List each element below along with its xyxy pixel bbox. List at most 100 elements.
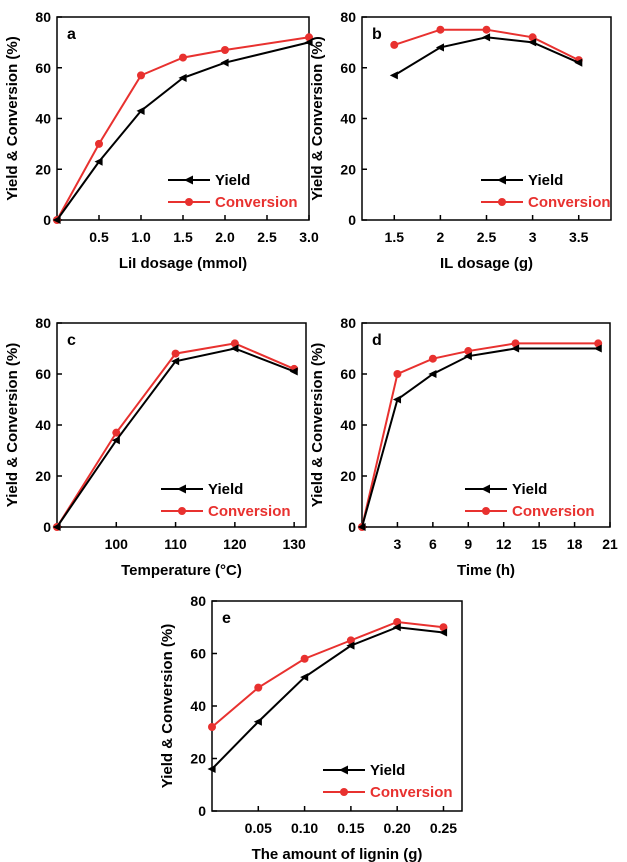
x-tick-label: 110 <box>164 536 187 552</box>
legend-marker-conversion <box>482 507 490 515</box>
legend-marker-yield <box>497 175 506 185</box>
data-point-yield <box>357 522 366 532</box>
x-tick-label: 1.0 <box>131 229 151 245</box>
data-point-conversion <box>95 139 103 148</box>
legend-marker-yield <box>481 484 490 494</box>
y-tick-label: 20 <box>35 468 51 484</box>
plot-frame <box>56 322 307 528</box>
x-tick-label: 120 <box>223 536 247 552</box>
data-point-yield <box>346 641 355 650</box>
data-point-yield <box>389 71 398 80</box>
y-tick-label: 20 <box>190 751 206 767</box>
x-tick-label: 0.25 <box>430 820 457 836</box>
series-line-conversion <box>361 342 599 528</box>
x-axis-title: LiI dosage (mmol) <box>119 255 247 272</box>
legend-marker-conversion <box>340 788 348 796</box>
legend-label-yield: Yield <box>528 172 563 189</box>
x-tick-label: 0.05 <box>245 820 272 836</box>
data-point-yield <box>220 58 229 67</box>
data-point-yield <box>463 352 472 361</box>
y-tick-label: 20 <box>340 161 356 177</box>
series-line-conversion <box>393 28 580 62</box>
legend-marker-yield <box>177 484 186 494</box>
legend-label-conversion: Conversion <box>370 784 453 801</box>
y-tick-label: 0 <box>43 212 51 228</box>
y-tick-label: 0 <box>348 212 356 228</box>
data-point-yield <box>52 215 61 225</box>
data-point-yield <box>178 73 187 82</box>
data-point-conversion <box>300 654 309 663</box>
data-point-yield <box>482 33 491 42</box>
x-tick-label: 18 <box>567 536 583 552</box>
data-point-yield <box>52 522 61 532</box>
data-point-conversion <box>137 71 145 80</box>
plot-frame <box>211 600 463 812</box>
x-tick-label: 3 <box>529 229 537 245</box>
y-tick-label: 80 <box>35 9 51 25</box>
data-point-conversion <box>221 45 229 54</box>
legend-label-conversion: Conversion <box>215 194 298 211</box>
panel-label: e <box>222 610 231 627</box>
x-tick-label: 130 <box>282 536 306 552</box>
series-line-conversion <box>211 620 444 728</box>
legend-marker-yield <box>339 765 348 775</box>
x-tick-label: 2.5 <box>257 229 277 245</box>
y-tick-label: 0 <box>348 519 356 535</box>
data-point-yield <box>253 717 262 726</box>
x-tick-label: 15 <box>531 536 547 552</box>
panel-label: d <box>372 332 382 349</box>
data-point-conversion <box>390 40 399 49</box>
x-tick-label: 3.0 <box>299 229 319 245</box>
x-axis-title: The amount of lignin (g) <box>252 846 423 862</box>
panel-label: a <box>67 26 76 43</box>
data-point-conversion <box>254 683 263 692</box>
data-point-conversion <box>436 25 445 34</box>
data-point-yield <box>136 106 145 115</box>
x-tick-label: 0.5 <box>89 229 109 245</box>
data-point-yield <box>94 157 103 166</box>
data-point-conversion <box>208 723 216 731</box>
x-tick-label: 12 <box>496 536 512 552</box>
data-point-conversion <box>428 354 437 363</box>
legend-marker-yield <box>184 175 193 185</box>
y-axis-title: Yield & Conversion (%) <box>4 36 21 200</box>
y-tick-label: 0 <box>43 519 51 535</box>
x-axis-title: Time (h) <box>457 562 515 579</box>
y-tick-label: 40 <box>190 698 206 714</box>
y-tick-label: 60 <box>340 60 356 76</box>
chart-panel-e: 0 20 40 60 80 0.05 0.10 0.15 0.20 0.25 The amount … <box>159 593 463 862</box>
y-tick-label: 20 <box>340 468 356 484</box>
data-point-yield <box>392 395 402 404</box>
legend-label-conversion: Conversion <box>208 503 291 520</box>
y-axis-title: Yield & Conversion (%) <box>309 36 326 200</box>
legend-label-yield: Yield <box>208 481 243 498</box>
data-point-yield <box>435 43 444 52</box>
data-point-conversion <box>393 370 402 378</box>
legend-label-yield: Yield <box>370 762 405 779</box>
data-point-conversion <box>439 623 448 632</box>
x-tick-label: 3.5 <box>569 229 589 245</box>
chart-panel-b: 0 20 40 60 80 1.5 2 2.5 3 3.5 IL dosage (g) Yield &… <box>309 9 612 272</box>
chart-panel-c: 0 20 40 60 80 100 110 120 130 Temperature (°C) Yie… <box>4 315 307 579</box>
series-line-conversion <box>56 36 310 221</box>
x-axis-title: IL dosage (g) <box>440 255 533 272</box>
x-tick-label: 9 <box>464 536 472 552</box>
x-tick-label: 2.0 <box>215 229 235 245</box>
data-point-conversion <box>482 25 491 34</box>
legend-label-yield: Yield <box>215 172 250 189</box>
y-tick-label: 60 <box>190 646 206 662</box>
data-point-yield <box>289 367 298 376</box>
data-point-yield <box>428 369 437 379</box>
y-tick-label: 40 <box>35 417 51 433</box>
data-point-yield <box>300 673 309 682</box>
y-axis-title: Yield & Conversion (%) <box>4 343 21 507</box>
chart-panel-d: 0 20 40 60 80 3 6 9 12 15 18 21 Time (h) Yield & Conv… <box>309 315 618 579</box>
y-axis-title: Yield & Conversion (%) <box>159 624 176 788</box>
data-point-conversion <box>346 636 355 645</box>
x-tick-label: 0.20 <box>384 820 411 836</box>
y-tick-label: 80 <box>190 593 206 609</box>
data-point-yield <box>111 436 120 445</box>
data-point-yield <box>304 38 313 47</box>
x-tick-label: 3 <box>394 536 402 552</box>
